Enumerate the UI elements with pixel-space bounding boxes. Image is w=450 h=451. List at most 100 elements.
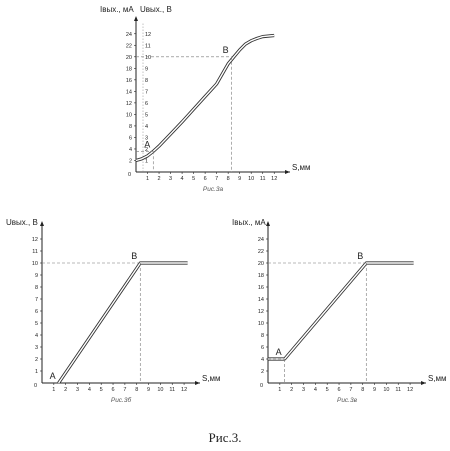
x-tick-label: 2 (290, 387, 293, 393)
y-tick-label: 24 (258, 237, 264, 243)
x-tick-label: 9 (147, 387, 150, 393)
y-tick-label: 2 (261, 369, 264, 375)
y2-tick-label: 2 (145, 147, 148, 153)
y-tick-label: 22 (258, 249, 264, 255)
y-tick-label: 9 (35, 273, 38, 279)
y-tick-label: 6 (35, 309, 38, 315)
series-line-inner (135, 34, 275, 162)
x-tick-label: 12 (181, 387, 187, 393)
x-tick-label: 3 (169, 176, 172, 182)
y-tick-label: 12 (258, 309, 264, 315)
y2-tick-label: 7 (145, 89, 148, 95)
x-tick-label: 7 (215, 176, 218, 182)
series-line-outer (268, 261, 414, 361)
y-tick-label: 3 (35, 345, 38, 351)
chart-3a: 01 2 3 4 5 6 7 8 9 10 11 12246810121416182022241234… (100, 5, 311, 193)
x-tick-label: 8 (361, 387, 364, 393)
x-tick-label: 7 (349, 387, 352, 393)
y-tick-label: 4 (35, 333, 38, 339)
y-tick-label: 4 (129, 147, 132, 153)
y-tick-label: 2 (129, 158, 132, 164)
x-tick-label: 6 (204, 176, 207, 182)
y-tick-label: 14 (126, 89, 132, 95)
y-tick-label: 18 (126, 66, 132, 72)
x-axis-label: S,мм (202, 374, 221, 383)
x-tick-label: 9 (238, 176, 241, 182)
y-tick-label: 5 (35, 321, 38, 327)
point-label-a: A (276, 347, 282, 357)
y2-tick-label: 11 (145, 43, 151, 49)
x-tick-label: 2 (158, 176, 161, 182)
point-label-b: B (131, 251, 137, 261)
y-tick-label: 24 (126, 32, 132, 38)
x-tick-label: 5 (192, 176, 195, 182)
x-tick-label: 10 (248, 176, 254, 182)
y-tick-label: 10 (258, 321, 264, 327)
figure-caption: Рис.3. (209, 430, 242, 445)
y-tick-label: 22 (126, 43, 132, 49)
y2-tick-label: 10 (145, 55, 151, 61)
point-label-a: A (144, 139, 150, 149)
x-axis-arrow (285, 170, 290, 174)
y-tick-label: 12 (32, 237, 38, 243)
point-label-a: A (50, 371, 56, 381)
x-tick-label: 8 (227, 176, 230, 182)
y-tick-label: 11 (32, 249, 38, 255)
y2-tick-label: 5 (145, 112, 148, 118)
x-axis-label: S,мм (292, 163, 311, 172)
x-tick-label: 5 (326, 387, 329, 393)
chart-3c: 01 2 3 4 5 6 7 8 9 10 11 1224681012141618202224Iвых… (232, 218, 447, 404)
y-tick-label: 6 (129, 135, 132, 141)
y-tick-label: 7 (35, 297, 38, 303)
x-tick-label: 3 (302, 387, 305, 393)
point-label-b: B (223, 45, 229, 55)
y-tick-label: 8 (261, 333, 264, 339)
y2-tick-label: 4 (145, 124, 148, 130)
y-axis-arrow (40, 221, 44, 226)
y-axis-label: Iвых., мА (232, 218, 266, 227)
y-tick-label: 8 (129, 124, 132, 130)
point-label-b: B (357, 251, 363, 261)
series-line-inner (268, 262, 414, 360)
y-tick-label: 6 (261, 345, 264, 351)
y-axis-label-left: Iвых., мА (100, 5, 134, 14)
y2-tick-label: 8 (145, 78, 148, 84)
y-tick-label: 2 (35, 357, 38, 363)
x-tick-label: 9 (373, 387, 376, 393)
y-axis-label-right: Uвых., В (140, 5, 172, 14)
y2-tick-label: 3 (145, 135, 148, 141)
y-tick-label: 14 (258, 297, 264, 303)
series-line-outer (57, 261, 188, 384)
x-tick-label: 4 (88, 387, 91, 393)
y-tick-label: 10 (32, 261, 38, 267)
y-tick-label: 8 (35, 285, 38, 291)
y-tick-label: 16 (126, 78, 132, 84)
x-tick-label: 11 (260, 176, 266, 182)
y2-tick-label: 12 (145, 32, 151, 38)
y2-tick-label: 1 (145, 158, 148, 164)
y2-tick-label: 9 (145, 66, 148, 72)
y-axis-label: Uвых., В (6, 218, 38, 227)
x-tick-label: 11 (169, 387, 175, 393)
chart-caption: Рис.3а (203, 186, 224, 193)
x-tick-label: 1 (52, 387, 55, 393)
x-axis-arrow (195, 381, 200, 385)
y-axis-arrow (266, 221, 270, 226)
y-tick-label: 18 (258, 273, 264, 279)
x-tick-label: 11 (395, 387, 401, 393)
origin-label: 0 (260, 383, 263, 389)
origin-label: 0 (34, 383, 37, 389)
y-tick-label: 20 (126, 55, 132, 61)
x-tick-label: 3 (76, 387, 79, 393)
x-tick-label: 5 (100, 387, 103, 393)
x-tick-label: 6 (338, 387, 341, 393)
y-tick-label: 12 (126, 101, 132, 107)
series-line-inner (58, 262, 188, 384)
chart-caption: Рис.3в (337, 397, 358, 404)
x-tick-label: 10 (157, 387, 163, 393)
y-tick-label: 20 (258, 261, 264, 267)
x-tick-label: 8 (135, 387, 138, 393)
x-tick-label: 12 (271, 176, 277, 182)
x-axis-label: S,мм (428, 374, 447, 383)
